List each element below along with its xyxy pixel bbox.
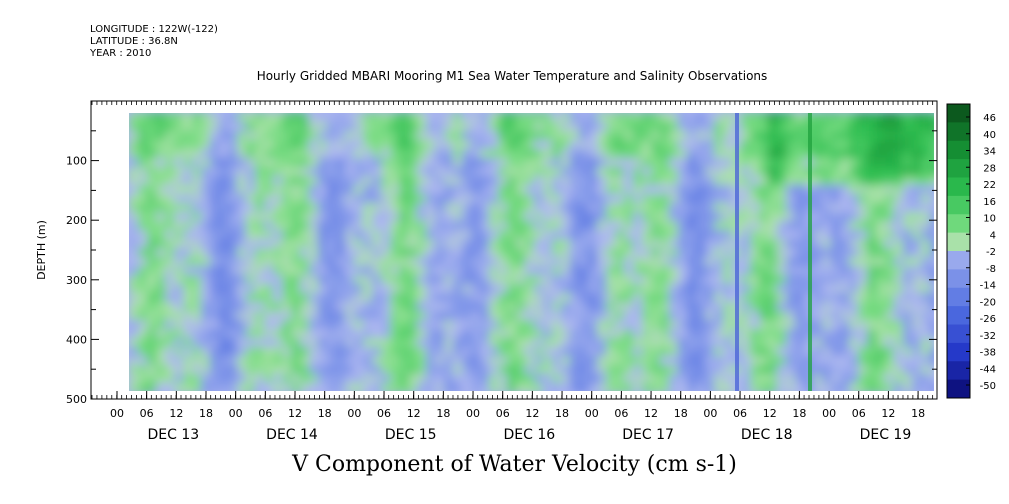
colorbar-label: -20	[980, 297, 996, 308]
colorbar-label: 4	[990, 230, 996, 241]
colorbar-swatch	[947, 269, 970, 289]
x-hour-label: 00	[347, 407, 361, 420]
colorbar: 46 40 34 28 22 16 10 4 -2 -8 -14 -20 -26 -32 -38 -44 -50	[946, 103, 996, 399]
y-tick-label: 500	[66, 393, 87, 406]
colorbar-swatch	[947, 251, 970, 270]
colorbar-swatch	[947, 342, 970, 362]
x-hour-label: 06	[140, 407, 154, 420]
longitude-label: LONGITUDE : 122W(-122)	[90, 24, 218, 35]
colorbar-label: -38	[980, 348, 996, 359]
x-hour-label: 12	[288, 407, 302, 420]
colorbar-swatch	[947, 159, 970, 178]
x-hour-label: 12	[407, 407, 421, 420]
colorbar-swatch	[947, 214, 970, 234]
colorbar-label: 16	[983, 197, 996, 208]
colorbar-label: -2	[986, 247, 996, 258]
axes: 00 06 12 18 00 06 12 18 00 06 12 18 00 06 12 18 00 06 12 18…	[66, 100, 937, 443]
x-hour-label: 18	[555, 407, 569, 420]
y-tick-label: 200	[66, 214, 87, 227]
colorbar-swatch	[947, 232, 970, 252]
x-hour-label: 18	[911, 407, 925, 420]
colorbar-label: 22	[983, 180, 996, 191]
colorbar-label: -32	[980, 331, 996, 342]
year-label: YEAR : 2010	[90, 48, 152, 59]
y-tick-label: 100	[66, 155, 87, 168]
x-hour-label: 00	[229, 407, 243, 420]
colorbar-swatch	[947, 122, 970, 142]
heatmap-field	[129, 113, 934, 391]
colorbar-swatch	[947, 195, 970, 215]
x-hour-label: 18	[674, 407, 688, 420]
colorbar-label: 28	[983, 163, 996, 174]
colorbar-swatch	[947, 287, 970, 307]
metadata-block: LONGITUDE : 122W(-122) LATITUDE : 36.8N …	[90, 24, 218, 60]
colorbar-label: -44	[980, 364, 996, 375]
y-tick-label: 400	[66, 333, 87, 346]
x-hour-label: 18	[318, 407, 332, 420]
velocity-streak	[735, 113, 739, 391]
x-day-label: DEC 19	[860, 427, 912, 443]
x-hour-label: 12	[169, 407, 183, 420]
colorbar-swatch	[947, 306, 970, 325]
x-hour-label: 06	[377, 407, 391, 420]
chart-title: Hourly Gridded MBARI Mooring M1 Sea Wate…	[256, 69, 768, 83]
y-tick-label: 300	[66, 274, 87, 287]
x-hour-label: 00	[110, 407, 124, 420]
velocity-streak	[808, 113, 812, 391]
colorbar-label: -50	[980, 381, 996, 392]
x-hour-label: 12	[525, 407, 539, 420]
x-hour-label: 06	[258, 407, 272, 420]
x-day-label: DEC 15	[385, 427, 437, 443]
x-day-label: DEC 17	[622, 427, 674, 443]
x-day-label: DEC 18	[741, 427, 793, 443]
x-hour-label: 06	[496, 407, 510, 420]
colorbar-swatch	[947, 104, 970, 123]
colorbar-label: 46	[983, 113, 996, 124]
x-day-label: DEC 16	[504, 427, 556, 443]
x-hour-label: 06	[733, 407, 747, 420]
colorbar-swatch	[947, 324, 970, 344]
y-axis-label: DEPTH (m)	[35, 220, 48, 280]
colorbar-label: 10	[983, 214, 996, 225]
x-hour-label: 18	[792, 407, 806, 420]
x-day-label: DEC 13	[148, 427, 200, 443]
colorbar-label: 40	[983, 130, 996, 141]
x-hour-label: 18	[436, 407, 450, 420]
colorbar-swatch	[947, 379, 970, 399]
colorbar-label: 34	[983, 147, 996, 158]
colorbar-swatch	[947, 177, 970, 197]
x-hour-label: 00	[585, 407, 599, 420]
latitude-label: LATITUDE : 36.8N	[90, 36, 178, 47]
x-hour-label: 18	[199, 407, 213, 420]
bottom-title: V Component of Water Velocity (cm s-1)	[292, 452, 737, 477]
x-day-label: DEC 14	[266, 427, 318, 443]
x-hour-label: 00	[822, 407, 836, 420]
colorbar-label: -14	[980, 281, 996, 292]
x-hour-label: 00	[466, 407, 480, 420]
x-hour-label: 12	[881, 407, 895, 420]
x-hour-label: 12	[763, 407, 777, 420]
colorbar-swatch	[947, 140, 970, 160]
x-hour-label: 06	[852, 407, 866, 420]
x-hour-label: 12	[644, 407, 658, 420]
heatmap-cells	[129, 113, 934, 391]
x-hour-label: 00	[703, 407, 717, 420]
colorbar-label: -26	[980, 314, 996, 325]
colorbar-swatch	[947, 361, 970, 381]
x-hour-label: 06	[614, 407, 628, 420]
colorbar-label: -8	[986, 264, 996, 275]
